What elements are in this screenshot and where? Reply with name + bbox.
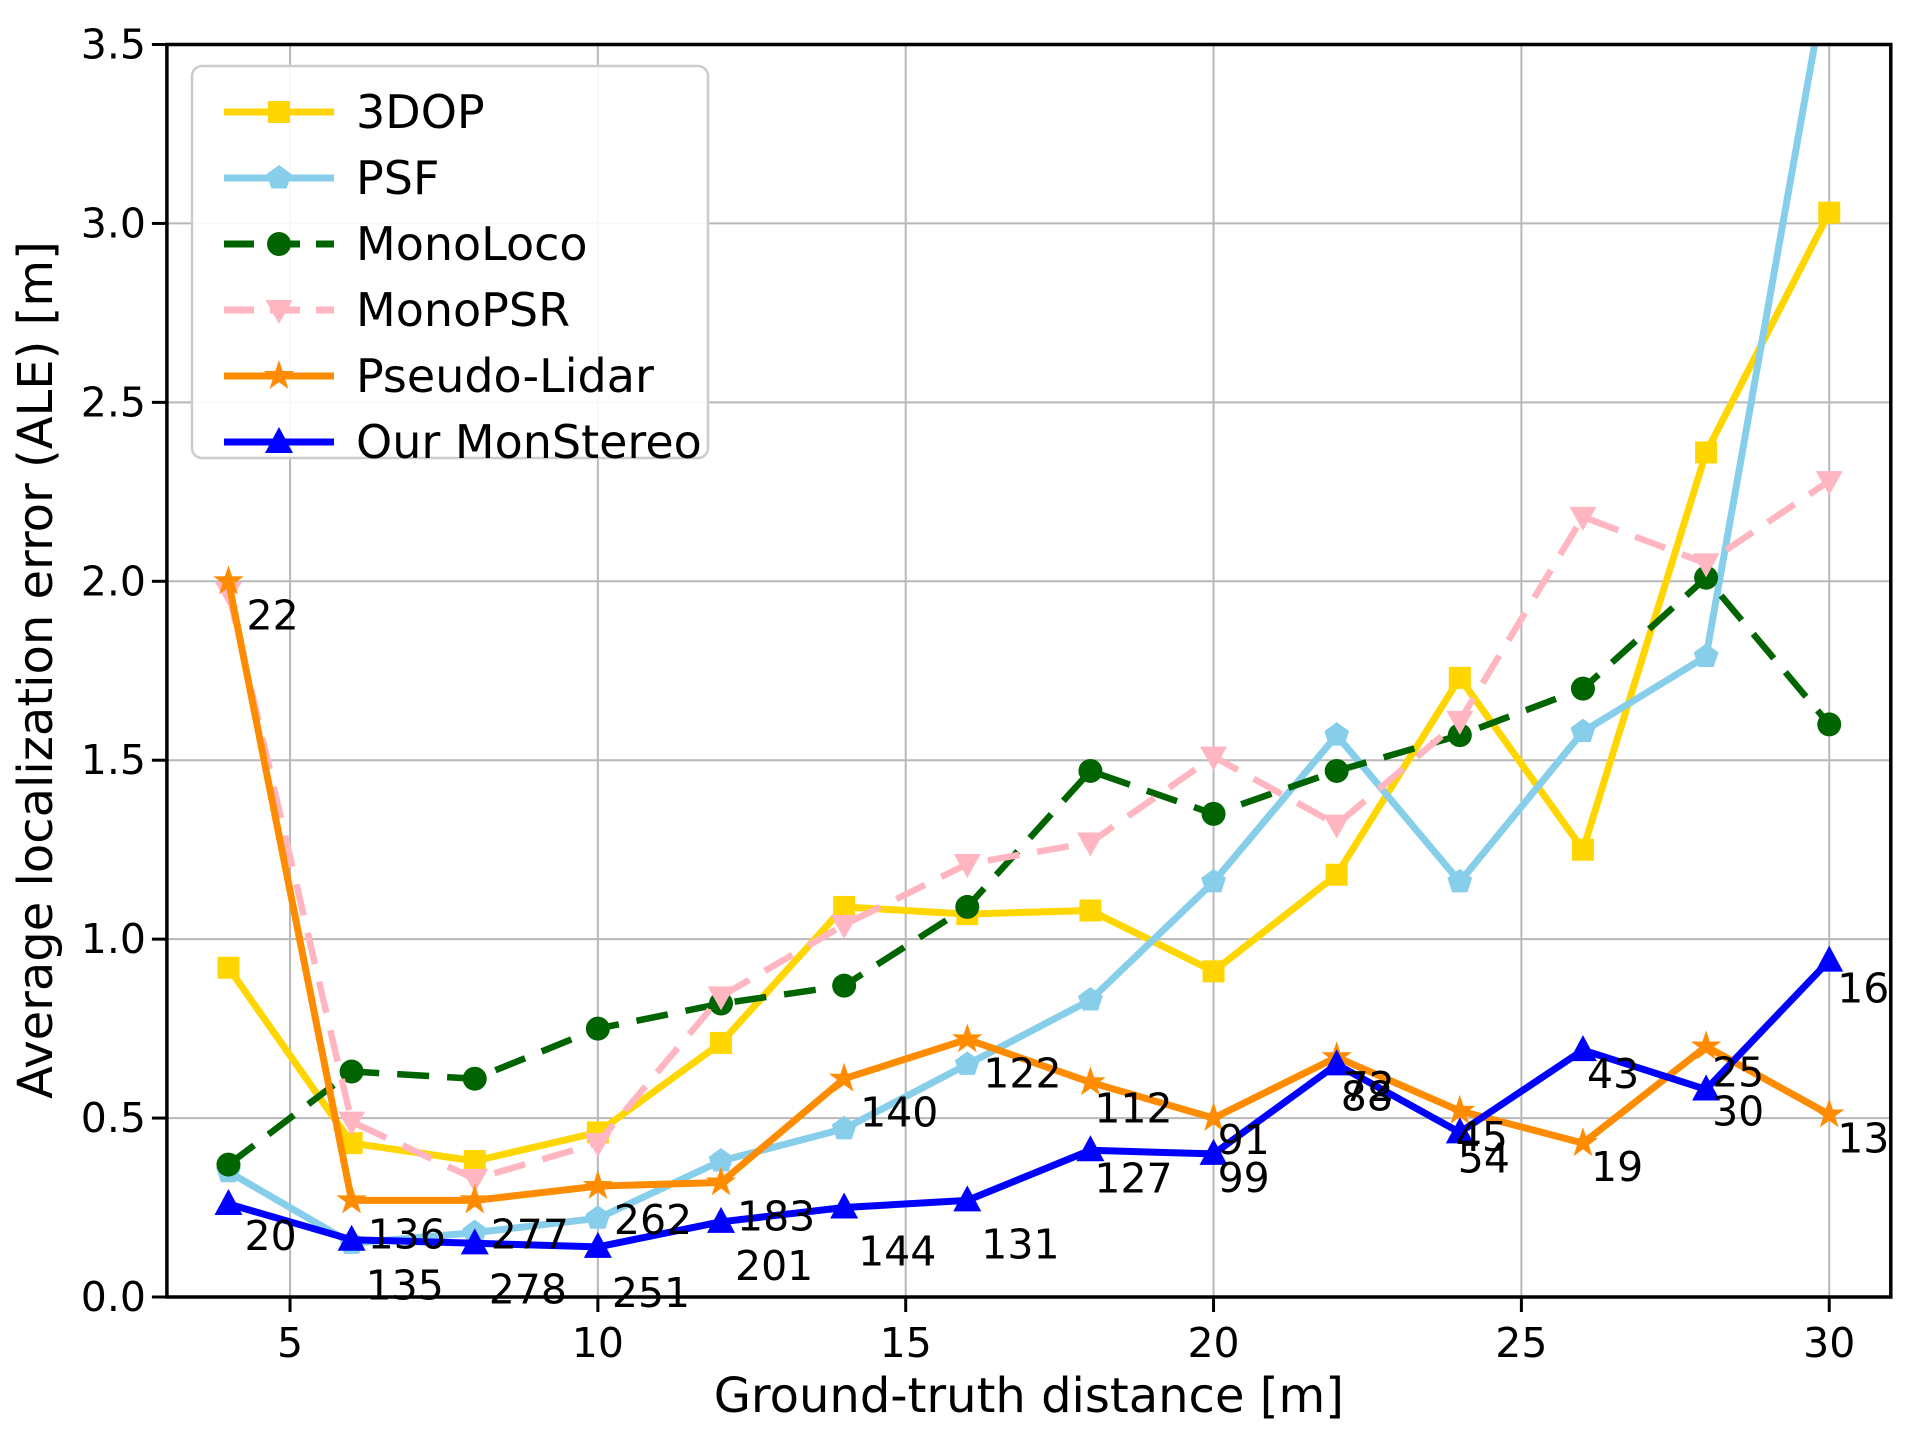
- count-label: 136: [368, 1210, 446, 1258]
- series-psf: [216, 44, 1819, 1254]
- y-tick-label: 3.5: [81, 21, 146, 69]
- series-our-monstereo: [214, 945, 1844, 1258]
- legend-item-psf: PSF: [224, 151, 439, 205]
- x-tick-label: 15: [880, 1319, 932, 1367]
- count-label: 135: [366, 1262, 444, 1310]
- count-label: 19: [1591, 1143, 1643, 1191]
- y-tick-label: 3.0: [81, 199, 146, 247]
- series-3dop: [217, 201, 1841, 1173]
- count-label: 251: [612, 1269, 690, 1317]
- count-label: 16: [1837, 965, 1889, 1013]
- legend-item-our-monstereo: Our MonStereo: [224, 415, 702, 469]
- plot-border: [165, 42, 1893, 1299]
- count-label: 25: [1712, 1049, 1764, 1097]
- count-label: 22: [247, 591, 299, 639]
- series-pseudo-lidar: [213, 565, 1845, 1214]
- legend-item-pseudo-lidar: Pseudo-Lidar: [224, 349, 654, 403]
- y-axis: 0.0 0.5 1.0 1.5 2.0 2.5 3.0 3.5 Average localiza…: [8, 21, 167, 1321]
- legend-label: MonoLoco: [356, 217, 588, 271]
- count-label: 183: [737, 1193, 815, 1241]
- count-label: 127: [1094, 1154, 1172, 1202]
- legend-item-3dop: 3DOP: [224, 85, 485, 139]
- series-line: [226, 44, 1819, 1247]
- legend-box: [190, 64, 710, 460]
- series-line: [225, 580, 1831, 1204]
- x-tick-label: 5: [277, 1319, 303, 1367]
- count-label: 112: [1094, 1084, 1172, 1132]
- count-label: 99: [1218, 1154, 1270, 1202]
- legend-label: 3DOP: [356, 85, 485, 139]
- legend-item-monopsr: MonoPSR: [224, 283, 570, 337]
- x-axis-title: Ground-truth distance [m]: [714, 1368, 1344, 1424]
- y-axis-title: Average localization error (ALE) [m]: [8, 241, 64, 1099]
- legend: 3DOP PSF MonoLoco MonoPSR Pseudo-Lidar Our Mo…: [190, 64, 710, 469]
- count-label: 262: [614, 1196, 692, 1244]
- count-label: 131: [981, 1220, 1059, 1268]
- count-label: 277: [491, 1210, 569, 1258]
- count-label: 30: [1712, 1087, 1764, 1135]
- count-label: 20: [245, 1212, 297, 1260]
- count-label: 72: [1343, 1063, 1395, 1111]
- x-tick-label: 30: [1803, 1319, 1855, 1367]
- y-tick-label: 2.0: [81, 557, 146, 605]
- legend-label: MonoPSR: [356, 283, 570, 337]
- count-label: 43: [1587, 1050, 1639, 1098]
- count-label: 54: [1458, 1134, 1510, 1182]
- x-tick-label: 25: [1495, 1319, 1547, 1367]
- count-label: 91: [1218, 1116, 1270, 1164]
- instance-count-annotations: 22 136 277 262 183 140 122 112 91 72 45 19 25 13 20 135…: [245, 591, 1890, 1317]
- y-tick-label: 1.5: [81, 736, 146, 784]
- count-label: 140: [860, 1089, 938, 1137]
- count-label: 144: [858, 1228, 936, 1276]
- legend-label: PSF: [356, 151, 439, 205]
- x-tick-label: 10: [572, 1319, 624, 1367]
- series-line: [225, 478, 1832, 1183]
- count-label: 278: [489, 1265, 567, 1313]
- legend-item-monoloco: MonoLoco: [224, 217, 588, 271]
- series-monopsr: [214, 471, 1843, 1193]
- legend-label: Pseudo-Lidar: [356, 349, 654, 403]
- y-tick-label: 0.0: [81, 1273, 146, 1321]
- x-tick-label: 20: [1187, 1319, 1239, 1367]
- x-axis: 5 10 15 20 25 30 Ground-truth distance [m]: [277, 1297, 1855, 1424]
- count-label: 88: [1341, 1072, 1393, 1120]
- legend-label: Our MonStereo: [356, 415, 702, 469]
- series-line: [227, 958, 1832, 1251]
- count-label: 122: [983, 1049, 1061, 1097]
- series-line: [225, 211, 1833, 1165]
- count-label: 45: [1456, 1113, 1508, 1161]
- count-label: 201: [735, 1242, 813, 1290]
- y-tick-label: 1.0: [81, 915, 146, 963]
- count-label: 13: [1837, 1115, 1889, 1163]
- y-tick-label: 2.5: [81, 378, 146, 426]
- y-tick-label: 0.5: [81, 1094, 146, 1142]
- series-lines: [213, 44, 1845, 1258]
